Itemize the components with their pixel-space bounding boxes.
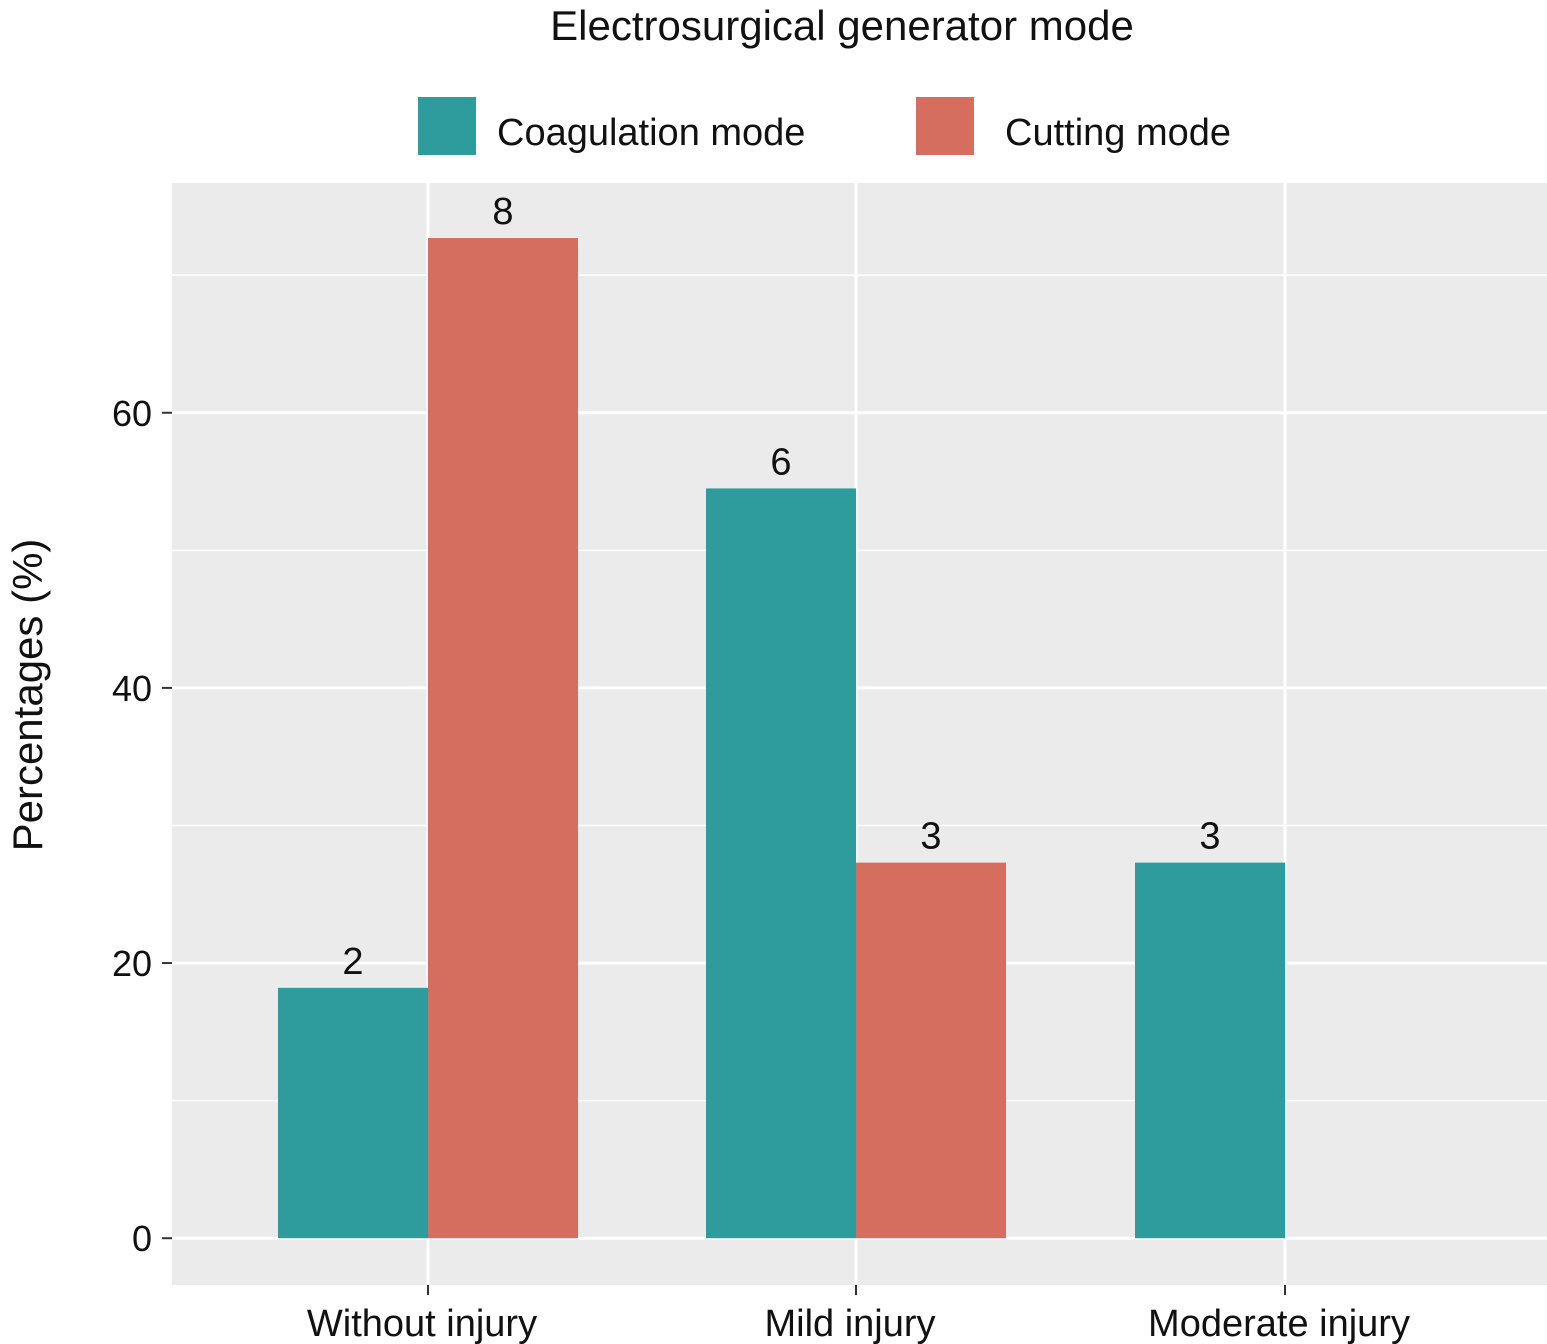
y-tick-label: 20 — [112, 943, 152, 984]
y-axis-label: Percentages (%) — [4, 539, 51, 852]
legend-title: Electrosurgical generator mode — [550, 2, 1134, 49]
legend-swatch-coagulation — [418, 97, 476, 155]
data-label: 2 — [342, 941, 363, 983]
data-label: 6 — [770, 441, 791, 483]
bar-cutting — [428, 238, 578, 1239]
x-tick-label: Mild injury — [764, 1303, 935, 1344]
x-tick-label: Moderate injury — [1148, 1303, 1410, 1344]
legend: Coagulation mode Cutting mode — [418, 97, 1231, 155]
y-tick-label: 0 — [132, 1218, 152, 1259]
y-tick-label: 60 — [112, 393, 152, 434]
bar-coagulation — [278, 987, 428, 1239]
y-tick-label: 40 — [112, 668, 152, 709]
data-label: 3 — [1199, 816, 1220, 858]
legend-label-cutting: Cutting mode — [1005, 112, 1231, 154]
bar-cutting — [856, 862, 1006, 1239]
data-label: 8 — [492, 191, 513, 233]
legend-swatch-cutting — [916, 97, 974, 155]
x-tick-label: Without injury — [307, 1303, 537, 1344]
bar-coagulation — [706, 488, 856, 1239]
bar-coagulation — [1135, 862, 1285, 1239]
legend-label-coagulation: Coagulation mode — [497, 112, 805, 154]
data-label: 3 — [920, 816, 941, 858]
